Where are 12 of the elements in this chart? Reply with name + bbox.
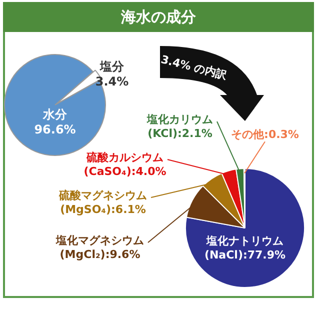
data-label: 96.6% (34, 122, 76, 136)
slice-label: 塩化ナトリウム (NaCl):77.9% (204, 234, 286, 262)
text: 海水の成分 (3, 2, 314, 32)
slice-label: 塩化マグネシウム (MgCl₂):9.6% (55, 234, 144, 261)
data-label: 3.4% (95, 74, 129, 89)
slice-label: 塩分 (99, 60, 125, 74)
slice-label: 塩化カリウム (KCl):2.1% (146, 112, 213, 140)
slice-label: その他:0.3% (231, 128, 299, 141)
slice-label: 硫酸マグネシウム (MgSO₄):6.1% (58, 188, 147, 216)
slice-label: 硫酸カルシウム (CaSO₄):4.0% (84, 150, 166, 178)
text: 3.4% の内訳 (159, 52, 228, 83)
slice-label: 水分 (42, 107, 68, 122)
